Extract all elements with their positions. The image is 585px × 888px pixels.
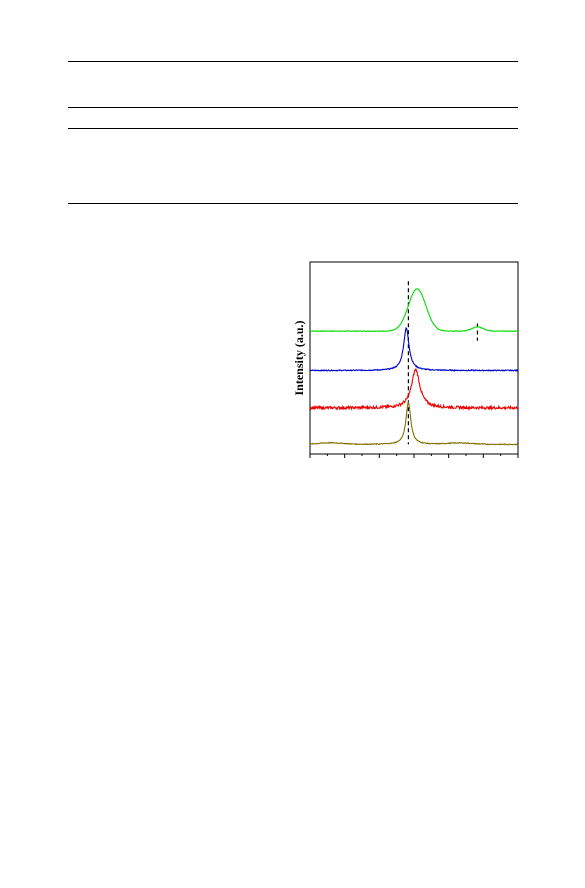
y-axis-label: Intensity (a.u.) (292, 320, 306, 395)
table-header-rule (68, 107, 518, 108)
series-line-4 (309, 401, 519, 446)
spectra-chart: Intensity (a.u.) (292, 261, 519, 458)
table-bottom-rule (68, 203, 518, 204)
spectra-figure: Intensity (a.u.) (288, 260, 520, 460)
reference-lines (407, 281, 479, 445)
series-line-1 (309, 288, 519, 333)
series-group (309, 288, 519, 446)
series-line-3 (309, 368, 519, 412)
table-body-rule (68, 128, 518, 129)
table-top-rule (68, 61, 518, 62)
series-line-2 (309, 327, 519, 372)
x-axis-ticks (309, 454, 519, 458)
